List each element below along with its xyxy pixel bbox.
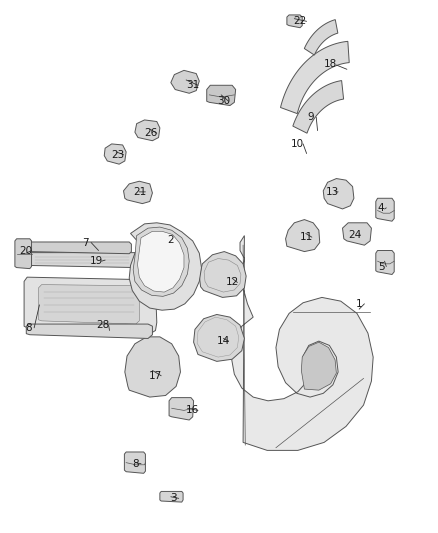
Text: 12: 12 [226,278,239,287]
Text: 22: 22 [293,17,307,26]
Text: 4: 4 [378,203,385,213]
Text: 1: 1 [356,299,363,309]
Polygon shape [343,223,371,245]
Polygon shape [138,231,184,292]
Text: 18: 18 [324,59,337,69]
Text: 24: 24 [348,230,361,239]
Polygon shape [125,337,180,397]
Text: 19: 19 [90,256,103,266]
Text: 28: 28 [96,320,110,330]
Polygon shape [171,70,199,93]
Text: 26: 26 [145,128,158,138]
Text: 14: 14 [217,336,230,346]
Polygon shape [39,285,139,324]
Polygon shape [26,324,152,338]
Text: 8: 8 [25,323,32,333]
Polygon shape [129,223,201,310]
Polygon shape [28,242,131,254]
Polygon shape [301,342,336,390]
Text: 13: 13 [326,187,339,197]
Polygon shape [133,227,189,296]
Text: 23: 23 [112,150,125,159]
Polygon shape [124,452,145,473]
Polygon shape [160,491,183,502]
Text: 30: 30 [217,96,230,106]
Text: 3: 3 [170,494,177,503]
Text: 11: 11 [300,232,313,242]
Text: 9: 9 [307,112,314,122]
Polygon shape [323,179,354,209]
Text: 5: 5 [378,262,385,271]
Polygon shape [293,80,343,133]
Text: 7: 7 [82,238,89,247]
Polygon shape [207,85,236,106]
Text: 10: 10 [291,139,304,149]
Polygon shape [124,181,152,204]
Polygon shape [376,251,394,274]
Polygon shape [280,42,349,114]
Text: 17: 17 [149,371,162,381]
Polygon shape [24,277,157,333]
Polygon shape [287,15,302,28]
Polygon shape [231,236,373,450]
Polygon shape [135,120,160,141]
Polygon shape [169,398,194,420]
Text: 21: 21 [134,187,147,197]
Text: 31: 31 [186,80,199,90]
Polygon shape [199,252,246,297]
Polygon shape [26,253,138,268]
Text: 20: 20 [20,246,33,255]
Polygon shape [286,220,320,252]
Text: 2: 2 [167,235,174,245]
Polygon shape [194,314,244,361]
Polygon shape [15,239,32,269]
Text: 16: 16 [186,406,199,415]
Polygon shape [304,20,338,55]
Text: 8: 8 [132,459,139,469]
Polygon shape [376,198,394,221]
Polygon shape [104,144,126,164]
